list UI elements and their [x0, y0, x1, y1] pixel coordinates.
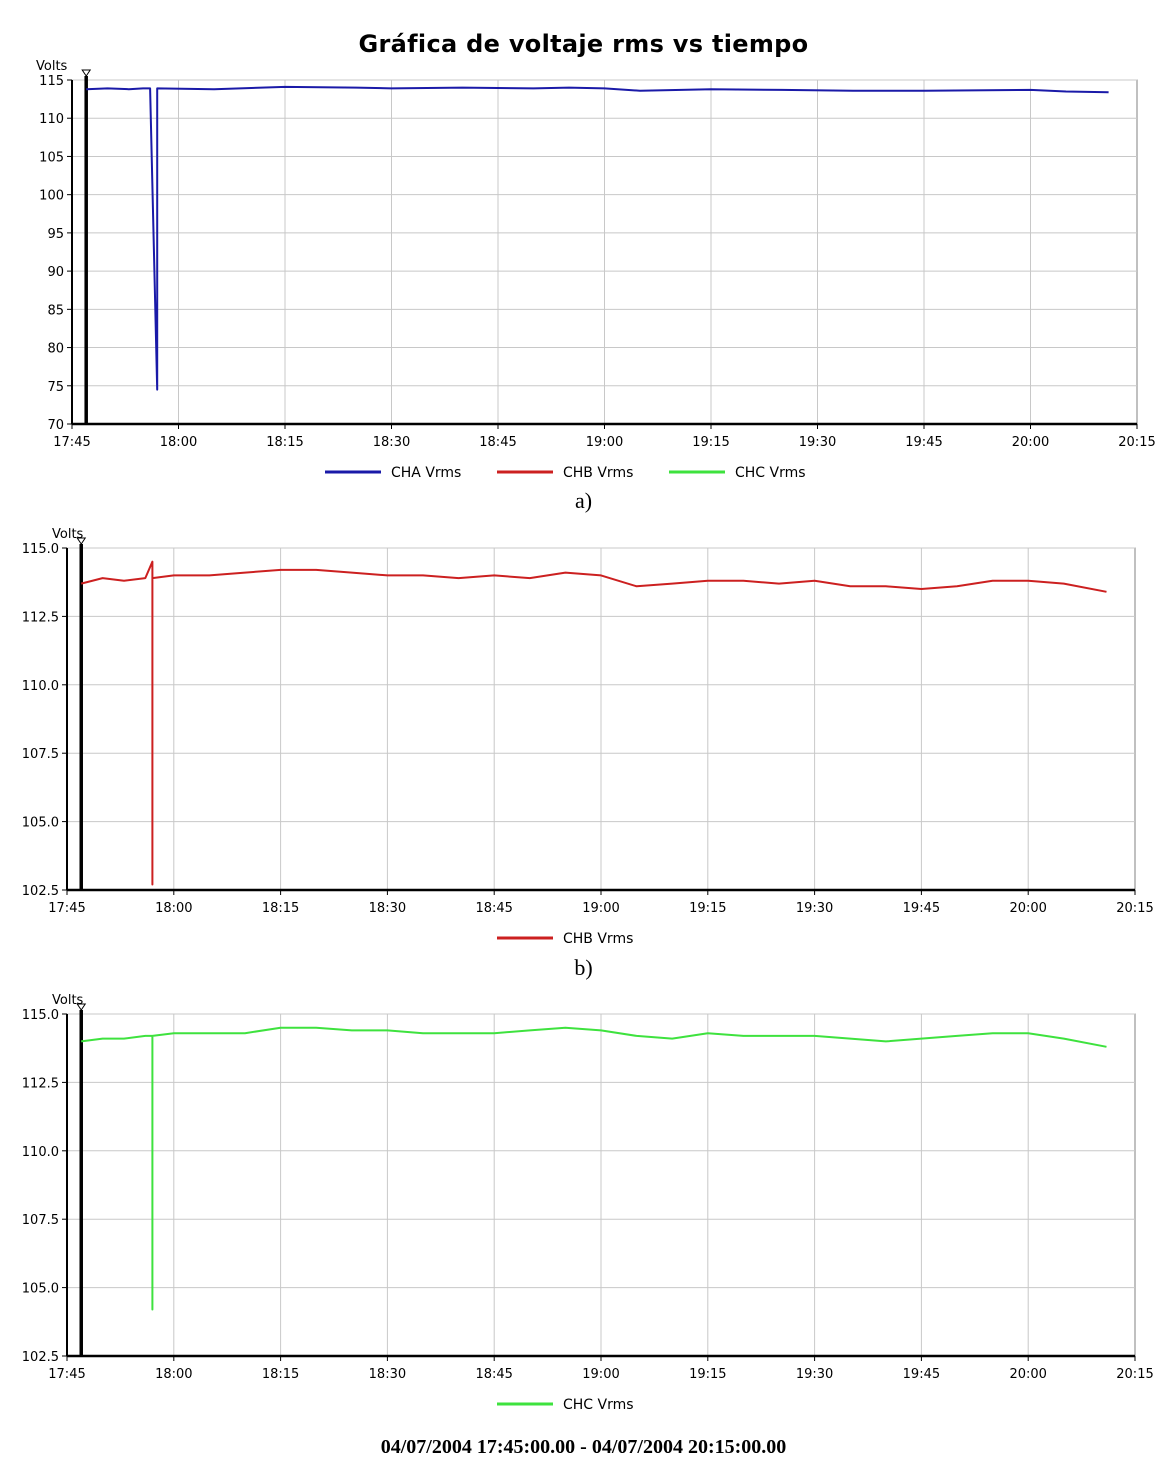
cursor-marker-icon: [76, 1003, 87, 1011]
x-tick-label: 18:15: [262, 1367, 299, 1382]
y-tick-label: 107.5: [22, 747, 59, 762]
legend-label: CHB Vrms: [563, 931, 633, 947]
x-tick-label: 18:45: [479, 435, 516, 450]
x-tick-label: 18:45: [475, 1367, 512, 1382]
legend-label: CHB Vrms: [563, 465, 633, 481]
y-tick-label: 110: [39, 112, 64, 127]
x-tick-label: 19:15: [689, 1367, 726, 1382]
y-tick-label: 115.0: [22, 542, 59, 557]
x-tick-label: 20:15: [1116, 901, 1153, 916]
chart-b: 102.5 105.0 107.5 110.0 112.5 115.0 17:45 18:00…: [22, 527, 1154, 947]
cursor-marker-icon: [76, 537, 87, 545]
x-tick-label: 18:30: [369, 1367, 406, 1382]
legend-label: CHC Vrms: [735, 465, 806, 481]
y-tick-label: 112.5: [22, 610, 59, 625]
x-tick-label: 18:15: [266, 435, 303, 450]
x-tick-label: 20:00: [1009, 901, 1046, 916]
y-tick-label: 102.5: [22, 1350, 59, 1365]
y-axis-label: Volts: [36, 59, 68, 74]
x-tick-label: 19:30: [799, 435, 836, 450]
y-tick-label: 115: [39, 74, 64, 89]
x-tick-label: 20:00: [1009, 1367, 1046, 1382]
series-line-chb: [80, 560, 1107, 886]
x-tick-label: 20:15: [1118, 435, 1155, 450]
x-tick-label: 18:45: [475, 901, 512, 916]
x-tick-label: 17:45: [48, 901, 85, 916]
y-tick-label: 80: [47, 342, 64, 357]
y-tick-label: 95: [47, 227, 64, 242]
y-axis-label: Volts: [52, 527, 84, 542]
x-tick-label: 19:00: [582, 901, 619, 916]
y-tick-label: 105: [39, 150, 64, 165]
legend-label: CHA Vrms: [391, 465, 461, 481]
x-tick-label: 18:15: [262, 901, 299, 916]
y-tick-label: 70: [47, 418, 64, 433]
x-tick-label: 19:00: [586, 435, 623, 450]
y-tick-label: 107.5: [22, 1213, 59, 1228]
y-tick-label: 105.0: [22, 1282, 59, 1297]
cursor-marker-icon: [81, 69, 92, 77]
x-tick-label: 18:00: [155, 1367, 192, 1382]
y-tick-label: 102.5: [22, 884, 59, 899]
y-tick-label: 110.0: [22, 679, 59, 694]
series-line-cha: [86, 85, 1109, 391]
caption-a: a): [574, 488, 593, 513]
y-axis-label: Volts: [52, 993, 84, 1008]
legend-label: CHC Vrms: [563, 1397, 634, 1413]
x-tick-label: 18:30: [373, 435, 410, 450]
y-tick-label: 112.5: [22, 1076, 59, 1091]
x-tick-label: 19:15: [689, 901, 726, 916]
x-tick-label: 19:15: [692, 435, 729, 450]
y-tick-label: 100: [39, 189, 64, 204]
y-tick-label: 85: [47, 303, 64, 318]
y-tick-label: 75: [47, 380, 64, 395]
x-tick-label: 19:30: [796, 1367, 833, 1382]
x-tick-label: 19:45: [905, 435, 942, 450]
y-tick-label: 115.0: [22, 1008, 59, 1023]
x-tick-label: 17:45: [53, 435, 90, 450]
y-tick-label: 110.0: [22, 1145, 59, 1160]
x-tick-label: 17:45: [48, 1367, 85, 1382]
x-tick-label: 19:30: [796, 901, 833, 916]
chart-title: Gráfica de voltaje rms vs tiempo: [358, 30, 809, 58]
x-tick-label: 18:30: [369, 901, 406, 916]
x-tick-label: 19:45: [903, 1367, 940, 1382]
x-tick-label: 19:00: [582, 1367, 619, 1382]
x-tick-label: 20:00: [1012, 435, 1049, 450]
chart-a: 70 75 80 85 90 95 100 105 110 115 17:45 18:00 18:15 1…: [36, 59, 1156, 481]
x-tick-label: 18:00: [160, 435, 197, 450]
chart-c: 102.5 105.0 107.5 110.0 112.5 115.0 17:45 18:00…: [22, 993, 1154, 1413]
series-line-chc: [81, 1026, 1107, 1311]
caption-b: b): [574, 955, 593, 980]
x-tick-label: 20:15: [1116, 1367, 1153, 1382]
y-tick-label: 90: [47, 265, 64, 280]
x-tick-label: 18:00: [155, 901, 192, 916]
time-range-label: 04/07/2004 17:45:00.00 - 04/07/2004 20:1…: [380, 1436, 787, 1458]
y-tick-label: 105.0: [22, 816, 59, 831]
x-tick-label: 19:45: [903, 901, 940, 916]
